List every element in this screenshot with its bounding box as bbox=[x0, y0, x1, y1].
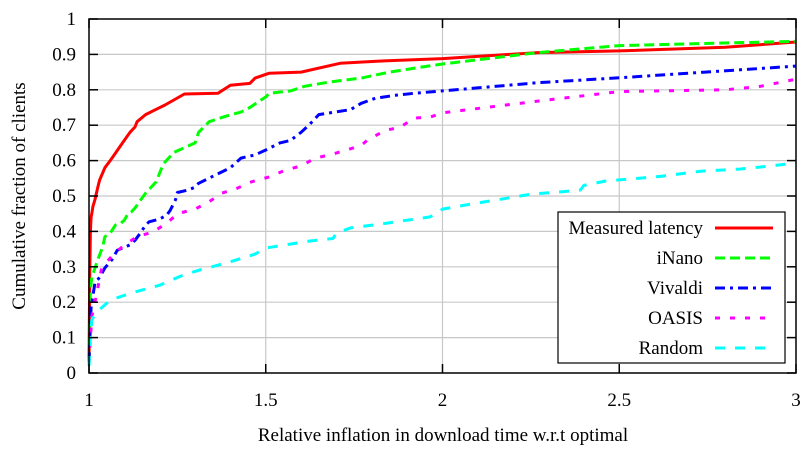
tick-layer bbox=[88, 18, 797, 374]
y-tick-label: 0.9 bbox=[52, 44, 76, 65]
y-tick-label: 1 bbox=[67, 9, 77, 30]
x-tick-label: 1 bbox=[84, 390, 94, 411]
series-line-inano bbox=[87, 39, 797, 363]
legend: Measured latency iNano Vivaldi OASIS Random bbox=[557, 211, 786, 364]
y-tick-label: 0.6 bbox=[52, 151, 76, 172]
x-tick-label: 1.5 bbox=[254, 390, 278, 411]
y-tick-label: 0.3 bbox=[52, 257, 76, 278]
legend-label-oasis: OASIS bbox=[648, 308, 703, 329]
series-layer bbox=[87, 39, 797, 366]
y-tick-label: 0.1 bbox=[52, 328, 76, 349]
legend-label-random: Random bbox=[639, 338, 704, 359]
legend-label-inano: iNano bbox=[657, 248, 703, 269]
x-tick-label: 3 bbox=[791, 390, 801, 411]
x-tick-label: 2 bbox=[438, 390, 448, 411]
y-tick-label: 0.7 bbox=[52, 115, 76, 136]
y-tick-label: 0.4 bbox=[52, 221, 76, 242]
y-tick-label: 0.5 bbox=[52, 186, 76, 207]
x-tick-labels: 1 1.5 2 2.5 3 bbox=[84, 390, 801, 411]
y-tick-label: 0.2 bbox=[52, 292, 76, 313]
series-line-random bbox=[87, 161, 797, 366]
series-line-measured-latency bbox=[87, 40, 797, 363]
x-axis-label: Relative inflation in download time w.r.… bbox=[258, 425, 628, 446]
y-axis-label: Cumulative fraction of clients bbox=[9, 82, 30, 309]
legend-label-measured-latency: Measured latency bbox=[568, 218, 703, 239]
legend-label-vivaldi: Vivaldi bbox=[647, 278, 703, 299]
y-tick-label: 0 bbox=[67, 363, 77, 384]
x-tick-label: 2.5 bbox=[607, 390, 631, 411]
y-tick-labels: 0 0.1 0.2 0.3 0.4 0.5 0.6 0.7 0.8 0.9 1 bbox=[52, 9, 76, 384]
y-tick-label: 0.8 bbox=[52, 80, 76, 101]
